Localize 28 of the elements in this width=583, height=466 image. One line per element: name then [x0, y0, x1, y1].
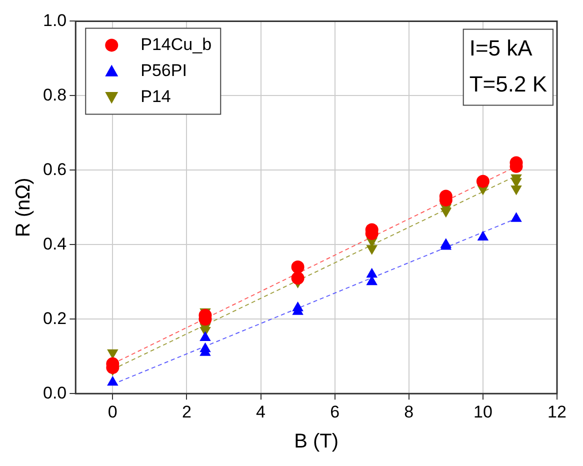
x-tick-label: 8: [404, 402, 414, 422]
y-axis-title: R (nΩ): [12, 178, 35, 238]
point: [291, 272, 304, 285]
point: [366, 268, 378, 278]
point: [107, 376, 118, 386]
x-tick-label: 2: [182, 402, 192, 422]
x-tick-label: 10: [473, 402, 492, 422]
annotation: I=5 kA: [469, 35, 533, 60]
y-tick-label: 1.0: [42, 10, 67, 30]
legend-label: P14: [140, 86, 171, 106]
x-tick-label: 12: [548, 402, 566, 422]
point: [291, 260, 304, 274]
x-tick-label: 6: [330, 402, 340, 422]
x-tick-label: 0: [108, 402, 118, 422]
x-axis-title: B (T): [294, 430, 339, 453]
annotation: T=5.2 K: [469, 71, 548, 96]
legend-label: P56PI: [140, 60, 187, 80]
y-tick-label: 0.8: [42, 85, 67, 104]
y-tick-label: 0.6: [42, 160, 67, 179]
y-tick-label: 0.4: [42, 234, 67, 254]
point: [477, 230, 489, 240]
x-tick-label: 4: [256, 402, 266, 422]
y-tick-label: 0.2: [42, 308, 67, 328]
y-tick-label: 0.0: [42, 383, 67, 402]
point: [510, 212, 522, 222]
legend-label: P14Cu_b: [140, 34, 212, 54]
point: [200, 331, 211, 341]
point: [476, 174, 490, 188]
